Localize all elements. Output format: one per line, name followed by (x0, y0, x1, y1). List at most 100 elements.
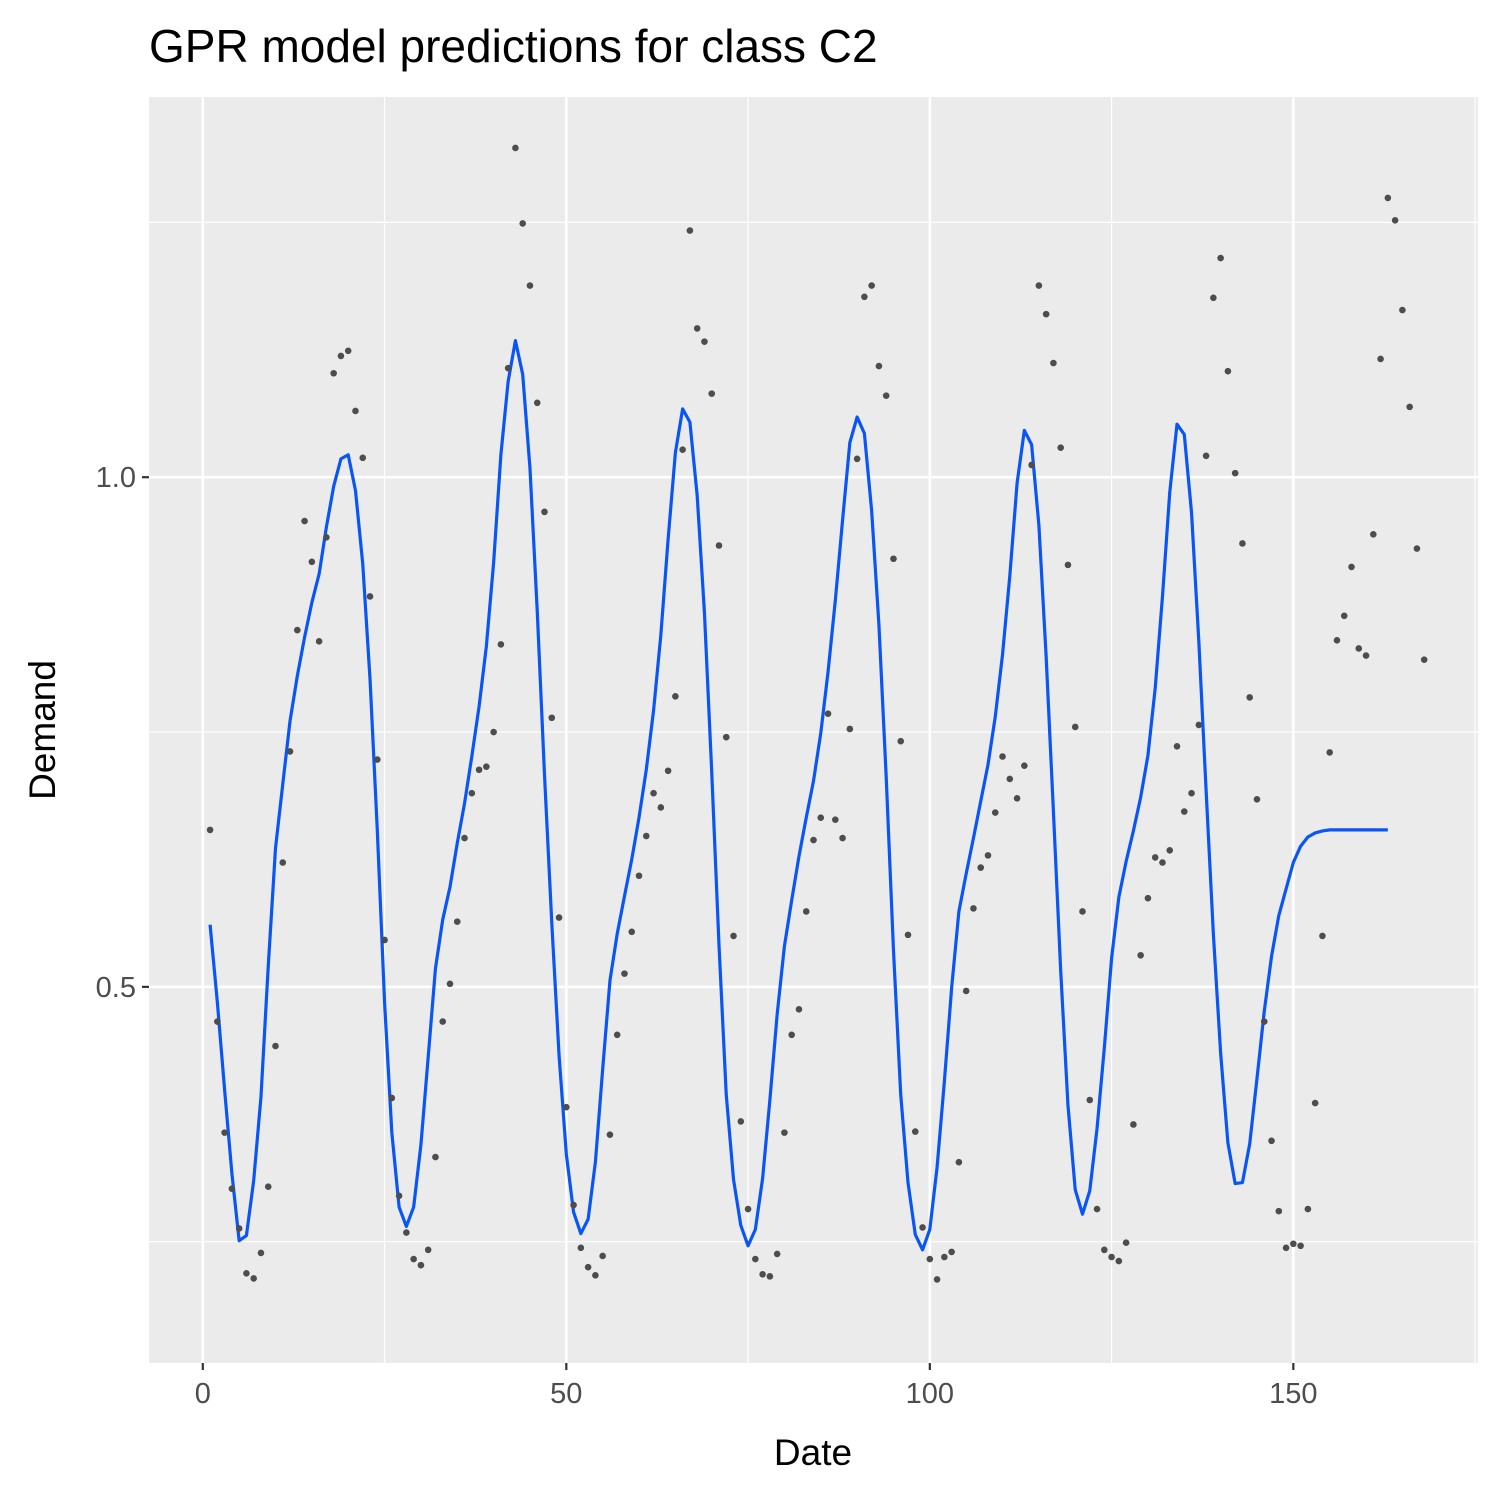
x-tick-label: 50 (550, 1378, 582, 1410)
data-point (228, 1185, 236, 1192)
axis-ticks (142, 476, 1295, 1370)
data-point (1151, 854, 1159, 861)
y-tick-label: 0.5 (96, 972, 136, 1004)
data-point (882, 392, 890, 399)
data-point (1173, 743, 1181, 750)
data-point (1268, 1137, 1275, 1145)
data-point (1144, 894, 1152, 902)
data-point (650, 789, 657, 797)
data-point (1050, 359, 1057, 367)
data-point (991, 809, 999, 816)
data-point (308, 558, 316, 566)
chart-title: GPR model predictions for class C2 (149, 20, 878, 72)
y-axis-title: Demand (22, 660, 63, 800)
data-point (621, 970, 628, 977)
data-point (911, 1128, 919, 1135)
data-point (984, 852, 992, 859)
data-point (744, 1205, 752, 1213)
data-point (410, 1255, 417, 1263)
data-point (315, 638, 323, 645)
data-point (352, 407, 359, 415)
data-point (999, 753, 1006, 760)
data-point (592, 1272, 599, 1279)
data-point (403, 1229, 410, 1236)
data-point (628, 928, 636, 936)
data-point (563, 1103, 570, 1111)
data-point (359, 454, 367, 462)
data-point (1064, 561, 1072, 569)
data-point (606, 1131, 614, 1138)
data-point (1115, 1257, 1123, 1265)
data-point (1042, 310, 1050, 318)
data-point (766, 1273, 774, 1280)
data-point (1239, 540, 1246, 547)
data-point (1079, 908, 1086, 915)
data-point (221, 1129, 228, 1136)
data-point (1180, 808, 1188, 815)
data-point (1130, 1121, 1137, 1128)
data-point (432, 1153, 439, 1161)
prediction-line-layer (208, 339, 1388, 1252)
data-point (752, 1255, 759, 1263)
data-point (1399, 306, 1406, 314)
data-point (483, 763, 490, 770)
data-point (512, 144, 519, 152)
data-point (417, 1261, 425, 1269)
data-point (1333, 637, 1341, 644)
data-point (795, 1005, 803, 1013)
data-point (759, 1271, 766, 1278)
data-point (817, 814, 825, 821)
data-point (424, 1246, 432, 1254)
data-point (1355, 645, 1363, 652)
data-point (323, 534, 330, 541)
data-point (301, 517, 308, 525)
prediction-line (208, 339, 1388, 1252)
data-point (1253, 796, 1261, 803)
data-point (1362, 652, 1370, 659)
y-tick-label: 1.0 (96, 462, 136, 494)
data-point (664, 767, 672, 775)
data-point (1275, 1207, 1283, 1215)
x-tick-label: 100 (906, 1378, 954, 1410)
data-point (235, 1225, 243, 1232)
data-point (810, 836, 817, 844)
data-point (599, 1252, 606, 1260)
data-point (1246, 694, 1254, 701)
data-point (1195, 721, 1203, 729)
data-point (526, 282, 534, 289)
data-point (1231, 469, 1239, 477)
data-point (679, 446, 686, 453)
data-point (1108, 1253, 1115, 1261)
data-point (286, 748, 294, 755)
data-point (468, 789, 476, 797)
data-point (1217, 254, 1224, 262)
data-point (1188, 789, 1195, 797)
data-point (1224, 367, 1232, 375)
data-point (781, 1129, 788, 1136)
data-point (868, 282, 875, 289)
data-point (388, 1094, 396, 1102)
data-point (330, 369, 337, 377)
data-point (1384, 194, 1392, 202)
data-point (453, 918, 461, 925)
data-point (948, 1248, 955, 1256)
data-point (686, 227, 694, 234)
data-point (279, 859, 287, 866)
data-point (933, 1276, 941, 1283)
data-point (1377, 355, 1384, 363)
data-point (846, 725, 854, 733)
data-point (533, 399, 541, 407)
data-point (381, 936, 388, 944)
data-point (1071, 723, 1079, 731)
data-point (1028, 461, 1035, 469)
data-point (461, 834, 468, 842)
data-point (1340, 612, 1348, 620)
observed-points-layer (206, 144, 1428, 1283)
data-point (584, 1263, 592, 1271)
data-point (970, 905, 977, 912)
data-point (548, 714, 556, 722)
data-point (861, 293, 868, 301)
tick-labels: 0 50 100 150 0.5 1.0 (96, 462, 1318, 1410)
data-point (206, 826, 214, 834)
data-point (962, 987, 970, 995)
